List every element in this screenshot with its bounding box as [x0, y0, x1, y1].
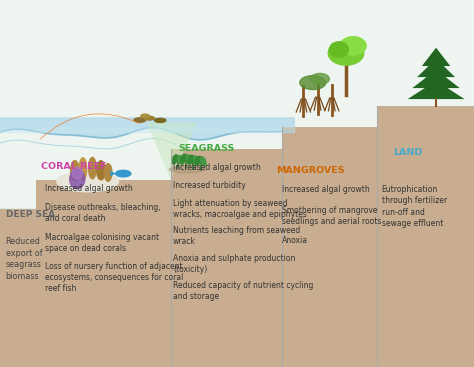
- Polygon shape: [110, 171, 116, 177]
- Text: Reduced capacity of nutrient cycling
and storage: Reduced capacity of nutrient cycling and…: [173, 281, 313, 301]
- Ellipse shape: [328, 41, 364, 65]
- Text: Nutrients leaching from seaweed
wrack: Nutrients leaching from seaweed wrack: [173, 226, 300, 246]
- Text: Light attenuation by seaweed
wracks, macroalgae and epiphytes: Light attenuation by seaweed wracks, mac…: [173, 199, 307, 219]
- FancyArrowPatch shape: [40, 113, 140, 139]
- Ellipse shape: [201, 157, 206, 166]
- Text: Macroalgae colonising vacant
space on dead corals: Macroalgae colonising vacant space on de…: [45, 233, 159, 253]
- Text: Loss of nursery function of adjacent
ecosystems, consequences for coral
reef fis: Loss of nursery function of adjacent eco…: [45, 262, 183, 293]
- Ellipse shape: [89, 157, 96, 179]
- Ellipse shape: [340, 37, 366, 55]
- Ellipse shape: [195, 156, 201, 165]
- Ellipse shape: [170, 166, 205, 173]
- Text: Disease outbreaks, bleaching,
and coral death: Disease outbreaks, bleaching, and coral …: [45, 203, 161, 224]
- Text: CORAL REEF: CORAL REEF: [41, 163, 106, 171]
- Text: Smothering of mangrove
seedlings and aerial roots: Smothering of mangrove seedlings and aer…: [282, 206, 382, 226]
- Polygon shape: [422, 48, 450, 66]
- Polygon shape: [147, 123, 197, 180]
- Ellipse shape: [116, 170, 131, 177]
- Ellipse shape: [72, 167, 82, 179]
- Bar: [0, 209, 36, 367]
- Ellipse shape: [104, 164, 112, 181]
- Ellipse shape: [79, 158, 87, 180]
- Ellipse shape: [188, 155, 193, 164]
- Text: MANGROVES: MANGROVES: [276, 166, 345, 175]
- Ellipse shape: [70, 170, 85, 189]
- Ellipse shape: [141, 114, 149, 118]
- Polygon shape: [0, 127, 308, 367]
- Ellipse shape: [144, 116, 155, 120]
- Ellipse shape: [329, 42, 348, 57]
- Ellipse shape: [178, 156, 183, 164]
- Text: Increased turbidity: Increased turbidity: [173, 181, 246, 190]
- Ellipse shape: [71, 161, 79, 181]
- Polygon shape: [412, 70, 460, 88]
- Text: Increased algal growth: Increased algal growth: [282, 185, 370, 195]
- Ellipse shape: [97, 161, 105, 180]
- Text: Reduced
export of
seagrass
biomass: Reduced export of seagrass biomass: [6, 237, 42, 281]
- Ellipse shape: [300, 76, 326, 90]
- Ellipse shape: [57, 172, 118, 192]
- Ellipse shape: [155, 118, 166, 123]
- Text: Anoxia and sulphate production
(toxicity): Anoxia and sulphate production (toxicity…: [173, 254, 295, 274]
- Ellipse shape: [193, 156, 199, 165]
- Text: Anoxia: Anoxia: [282, 236, 308, 245]
- Ellipse shape: [186, 155, 192, 164]
- Text: Increased algal growth: Increased algal growth: [173, 163, 261, 172]
- Ellipse shape: [134, 118, 146, 122]
- Ellipse shape: [172, 155, 178, 164]
- Ellipse shape: [310, 73, 329, 84]
- Text: Increased algal growth: Increased algal growth: [45, 184, 133, 193]
- Polygon shape: [0, 106, 474, 367]
- Text: LAND: LAND: [393, 148, 422, 157]
- Text: SEAGRASS: SEAGRASS: [178, 144, 234, 153]
- Text: DEEP SEA: DEEP SEA: [6, 210, 55, 219]
- Text: Eutrophication
through fertilizer
run-off and
sewage effluent: Eutrophication through fertilizer run-of…: [382, 185, 447, 228]
- Polygon shape: [408, 81, 465, 99]
- Polygon shape: [417, 59, 455, 77]
- Ellipse shape: [181, 154, 186, 163]
